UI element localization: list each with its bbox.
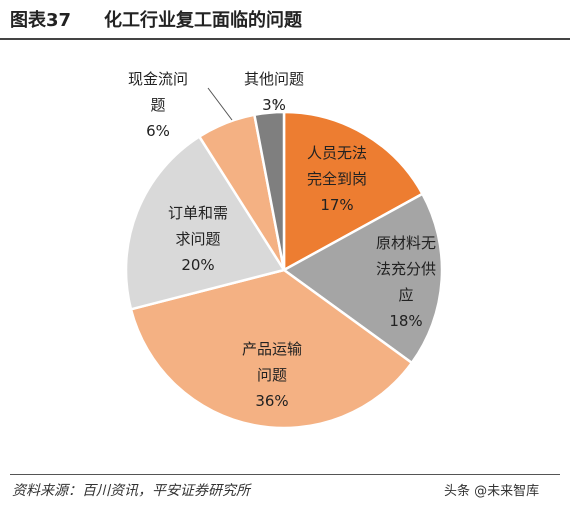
source-note: 资料来源：百川资讯，平安证券研究所 <box>12 483 250 499</box>
slice-label-transport: 产品运输 问题 36% <box>241 340 302 410</box>
leader-line-cashflow <box>207 87 233 121</box>
slice-label-staff: 人员无法 完全到岗 17% <box>306 144 367 214</box>
slice-label-cashflow: 现金流问 题 6% <box>127 70 188 140</box>
pie-chart <box>124 87 444 430</box>
figure-number: 图表37 <box>10 10 72 31</box>
slice-label-other: 其他问题 3% <box>243 70 304 114</box>
figure-header: 图表37 化工行业复工面临的问题 <box>0 0 570 40</box>
slice-orders <box>124 134 286 311</box>
chart-title: 化工行业复工面临的问题 <box>104 10 302 31</box>
pie-chart-area: 人员无法 完全到岗 17% 原材料无 法充分供 应 18% 产品运输 问题 36… <box>0 40 570 470</box>
slice-transport <box>129 268 414 430</box>
slice-staff <box>282 110 425 273</box>
footer-divider <box>10 474 560 475</box>
slice-label-materials: 原材料无 法充分供 应 18% <box>375 234 436 330</box>
slice-other <box>252 110 286 271</box>
watermark: 头条 @未来智库 <box>444 484 540 499</box>
slice-label-orders: 订单和需 求问题 20% <box>167 204 228 274</box>
slice-materials <box>281 192 444 365</box>
